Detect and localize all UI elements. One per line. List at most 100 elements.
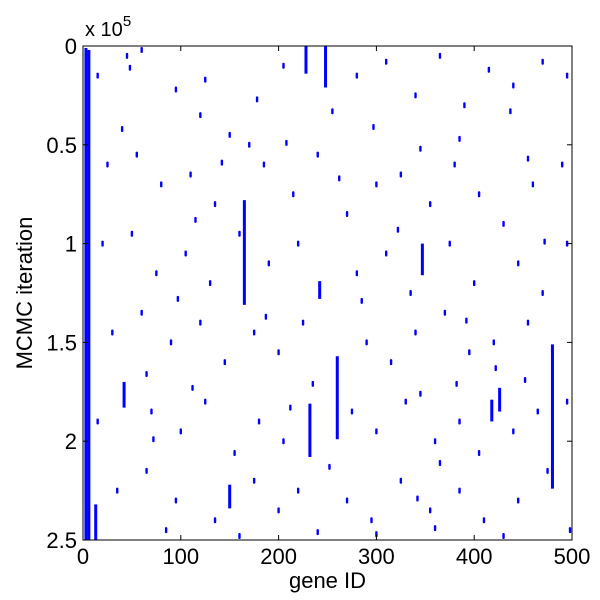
point-mark (465, 317, 468, 324)
point-mark (145, 467, 148, 474)
point-mark (438, 459, 442, 466)
point-mark (433, 525, 437, 532)
point-mark (404, 398, 407, 405)
point-mark (494, 365, 497, 372)
point-mark (345, 497, 349, 504)
point-mark (213, 201, 217, 208)
point-mark (523, 376, 527, 383)
point-mark (568, 527, 572, 534)
point-mark (150, 408, 153, 415)
segment-mark (84, 47, 88, 540)
point-mark (130, 230, 134, 237)
point-mark (409, 290, 412, 296)
point-mark (174, 86, 178, 93)
x-tick-label: 400 (456, 544, 493, 569)
point-mark (370, 517, 373, 524)
point-mark (565, 72, 569, 79)
point-mark (375, 181, 378, 188)
point-mark (453, 161, 456, 168)
point-mark (264, 313, 268, 320)
point-mark (338, 175, 341, 182)
point-mark (174, 497, 178, 504)
point-mark (199, 319, 202, 326)
point-mark (328, 463, 331, 470)
point-mark (155, 270, 158, 277)
point-mark (252, 477, 256, 484)
point-mark (414, 329, 417, 336)
axes-frame (82, 45, 573, 541)
point-mark (252, 329, 256, 336)
x-tick-label: 200 (260, 544, 297, 569)
point-mark (257, 418, 261, 425)
point-mark (526, 319, 530, 326)
point-mark (160, 181, 163, 188)
point-mark (164, 527, 168, 534)
point-mark (517, 260, 520, 267)
point-mark (220, 159, 224, 166)
point-mark (396, 226, 400, 233)
point-mark (296, 240, 300, 247)
data-marks (84, 46, 572, 540)
point-mark (463, 102, 466, 109)
point-mark (233, 450, 236, 457)
point-mark (428, 201, 432, 208)
point-mark (384, 58, 388, 65)
point-mark (277, 349, 280, 356)
point-mark (213, 517, 217, 524)
point-mark (477, 191, 481, 198)
point-mark (473, 280, 476, 287)
point-mark (541, 290, 544, 296)
y-tick-label: 1 (65, 232, 77, 257)
point-mark (360, 297, 363, 304)
point-mark (561, 161, 564, 168)
point-mark (301, 319, 305, 326)
point-mark (204, 76, 207, 83)
point-mark (238, 230, 241, 237)
point-mark (101, 240, 104, 247)
point-mark (145, 371, 148, 378)
point-mark (372, 124, 375, 131)
point-mark (285, 139, 288, 146)
segment-mark (335, 356, 339, 440)
point-mark (331, 108, 334, 115)
point-mark (140, 46, 143, 53)
point-mark (512, 428, 515, 435)
point-mark (433, 438, 437, 445)
segment-mark (242, 200, 246, 305)
x-axis-label: gene ID (289, 568, 366, 593)
point-mark (512, 82, 515, 89)
point-mark (531, 181, 535, 188)
y-tick-label: 0 (65, 34, 77, 59)
point-mark (282, 438, 285, 445)
point-mark (458, 418, 461, 425)
point-mark (316, 529, 319, 536)
point-mark (184, 250, 187, 257)
segment-mark (490, 399, 494, 422)
point-mark (189, 171, 192, 178)
point-mark (468, 349, 471, 356)
point-mark (502, 220, 505, 227)
segment-mark (318, 281, 322, 299)
point-mark (267, 260, 271, 267)
point-mark (414, 92, 417, 99)
y-axis-multiplier: x 105 (85, 13, 131, 41)
point-mark (389, 359, 393, 366)
point-mark (428, 507, 432, 514)
segment-mark (420, 243, 424, 276)
point-mark (458, 487, 461, 494)
plot-area (82, 45, 573, 541)
point-mark (204, 398, 207, 405)
point-mark (517, 497, 520, 504)
point-mark (345, 210, 349, 217)
point-mark (111, 329, 114, 336)
point-mark (311, 380, 315, 387)
point-mark (179, 428, 182, 435)
segment-mark (308, 403, 312, 458)
segment-mark (122, 381, 126, 408)
point-mark (96, 418, 99, 425)
point-mark (228, 131, 231, 138)
plot-background (83, 46, 572, 540)
point-mark (282, 62, 285, 69)
point-mark (419, 390, 422, 397)
